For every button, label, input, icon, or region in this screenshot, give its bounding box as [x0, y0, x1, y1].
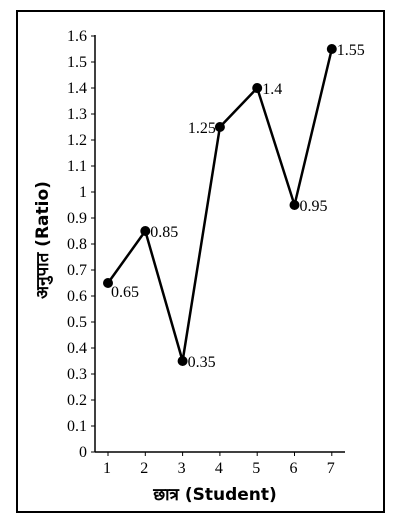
y-tick-label: 1.4 [67, 80, 87, 97]
y-tick-label: 1.3 [67, 106, 87, 123]
x-tick-label: 2 [140, 460, 148, 477]
x-axis-ticks: 1 2 3 4 5 6 7 [103, 452, 335, 477]
x-axis-title: छात्र (Student) [152, 485, 277, 505]
y-tick-label: 1.6 [67, 28, 87, 45]
x-tick-label: 5 [252, 460, 260, 477]
y-tick-label: 1 [79, 184, 87, 201]
chart-axes [94, 35, 345, 453]
x-tick-label: 6 [290, 460, 298, 477]
y-tick-label: 0.4 [67, 340, 87, 357]
y-tick-label: 1.1 [67, 158, 87, 175]
data-label: 1.25 [188, 120, 216, 137]
data-label: 0.85 [150, 224, 178, 241]
y-tick-label: 0.1 [67, 418, 87, 435]
y-tick-label: 0.6 [67, 288, 87, 305]
y-tick-label: 1.2 [67, 132, 87, 149]
data-label: 1.4 [262, 81, 282, 98]
series-group: 0.65 0.85 0.35 1.25 1.4 0.95 1.55 [103, 42, 365, 371]
data-point [252, 83, 263, 93]
data-label: 0.65 [111, 284, 139, 301]
x-tick-label: 1 [103, 460, 111, 477]
chart-frame [16, 10, 385, 513]
y-tick-label: 0.5 [67, 314, 87, 331]
y-tick-label: 0.3 [67, 366, 87, 383]
data-point [103, 278, 113, 288]
data-point [177, 356, 188, 366]
data-point [140, 226, 151, 236]
data-label: 0.35 [188, 354, 216, 371]
y-tick-label: 0.2 [67, 392, 87, 409]
y-tick-label: 0.9 [67, 210, 87, 227]
y-tick-label: 0.8 [67, 236, 87, 253]
data-point [289, 200, 300, 210]
data-label: 1.55 [337, 42, 365, 59]
x-tick-label: 4 [215, 460, 223, 477]
data-point [214, 122, 225, 132]
data-label: 0.95 [300, 198, 328, 215]
y-axis-ticks: 0 0.1 0.2 0.3 0.4 0.5 0.6 0.7 0.8 0.9 1 1.1 1.2 1.3 1.… [67, 28, 95, 461]
x-tick-label: 3 [178, 460, 186, 477]
y-tick-label: 0.7 [67, 262, 87, 279]
data-point [326, 44, 337, 54]
y-axis-title: अनुपात (Ratio) [33, 181, 53, 299]
y-tick-label: 1.5 [67, 54, 87, 71]
x-tick-label: 7 [327, 460, 335, 477]
y-tick-label: 0 [79, 444, 87, 461]
